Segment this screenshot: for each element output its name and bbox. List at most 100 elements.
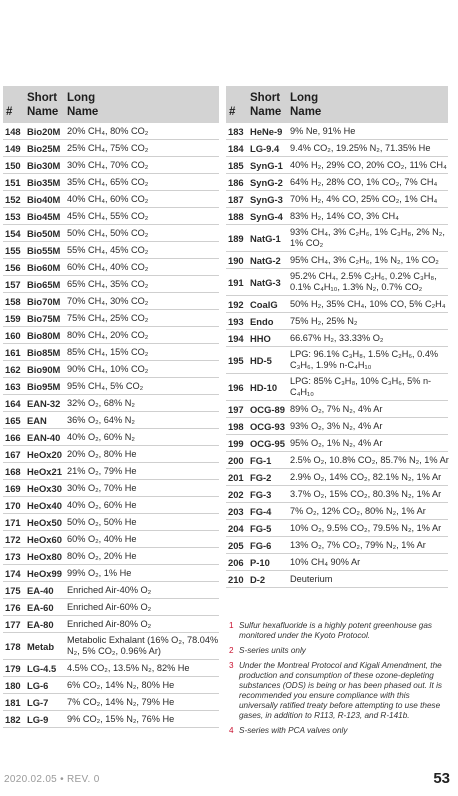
gas-number: 150 bbox=[3, 156, 27, 174]
table-row: 202 FG-3 3.7% O₂, 15% CO₂, 80.3% N₂, 1% Ar bbox=[226, 485, 448, 503]
gas-short-name: Bio55M bbox=[27, 241, 67, 259]
gas-short-name: NatG-3 bbox=[250, 268, 290, 296]
table-row: 182 LG-9 9% CO₂, 15% N₂, 76% He bbox=[3, 710, 219, 728]
gas-short-name: HeNe-9 bbox=[250, 123, 290, 140]
gas-long-name: 9.4% CO₂, 19.25% N₂, 71.35% He bbox=[290, 139, 448, 157]
gas-long-name: 9% Ne, 91% He bbox=[290, 123, 448, 140]
gas-short-name: Bio70M bbox=[27, 292, 67, 310]
table-row: 160 Bio80M 80% CH₄, 20% CO₂ bbox=[3, 326, 219, 344]
gas-long-name: LPG: 96.1% C₃H₈, 1.5% C₂H₆, 0.4% C₃H₆, 1… bbox=[290, 346, 448, 374]
table-row: 149 Bio25M 25% CH₄, 75% CO₂ bbox=[3, 139, 219, 157]
gas-long-name: 99% O₂, 1% He bbox=[67, 564, 219, 582]
gas-number: 165 bbox=[3, 411, 27, 429]
gas-long-name: 50% H₂, 35% CH₄, 10% CO, 5% C₂H₄ bbox=[290, 295, 448, 313]
gas-long-name: 89% O₂, 7% N₂, 4% Ar bbox=[290, 400, 448, 418]
table-row: 205 FG-6 13% O₂, 7% CO₂, 79% N₂, 1% Ar bbox=[226, 536, 448, 554]
gas-short-name: HD-10 bbox=[250, 373, 290, 401]
gas-short-name: HD-5 bbox=[250, 346, 290, 374]
table-row: 167 HeOx20 20% O₂, 80% He bbox=[3, 445, 219, 463]
gas-short-name: P-10 bbox=[250, 553, 290, 571]
gas-number: 200 bbox=[226, 451, 250, 469]
gas-short-name: HeOx21 bbox=[27, 462, 67, 480]
table-row: 196 HD-10 LPG: 85% C₃H₈, 10% C₃H₆, 5% n-C₄… bbox=[226, 373, 448, 401]
gas-number: 199 bbox=[226, 434, 250, 452]
header-long-name: Long Name bbox=[67, 86, 219, 123]
header-number: # bbox=[3, 86, 27, 123]
gas-long-name: 36% O₂, 64% N₂ bbox=[67, 411, 219, 429]
table-row: 176 EA-60 Enriched Air-60% O₂ bbox=[3, 598, 219, 616]
table-row: 210 D-2 Deuterium bbox=[226, 570, 448, 588]
gas-number: 187 bbox=[226, 190, 250, 208]
footnote-number: 4 bbox=[229, 726, 234, 735]
gas-number: 180 bbox=[3, 676, 27, 694]
gas-short-name: D-2 bbox=[250, 570, 290, 588]
right-gas-table: # Short Name Long Name 183 HeNe-9 9% Ne, 91%… bbox=[226, 86, 449, 588]
table-row: 192 CoalG 50% H₂, 35% CH₄, 10% CO, 5% C₂H₄ bbox=[226, 295, 448, 313]
gas-short-name: EAN-40 bbox=[27, 428, 67, 446]
gas-long-name: 3.7% O₂, 15% CO₂, 80.3% N₂, 1% Ar bbox=[290, 485, 448, 503]
gas-long-name: 40% H₂, 29% CO, 20% CO₂, 11% CH₄ bbox=[290, 156, 448, 174]
gas-number: 185 bbox=[226, 156, 250, 174]
gas-number: 197 bbox=[226, 400, 250, 418]
table-row: 150 Bio30M 30% CH₄, 70% CO₂ bbox=[3, 156, 219, 174]
gas-long-name: 66.67% H₂, 33.33% O₂ bbox=[290, 329, 448, 347]
table-row: 159 Bio75M 75% CH₄, 25% CO₂ bbox=[3, 309, 219, 327]
table-row: 191 NatG-3 95.2% CH₄, 2.5% C₂H₆, 0.2% C₃H₈… bbox=[226, 268, 448, 296]
table-row: 168 HeOx21 21% O₂, 79% He bbox=[3, 462, 219, 480]
gas-number: 166 bbox=[3, 428, 27, 446]
table-row: 173 HeOx80 80% O₂, 20% He bbox=[3, 547, 219, 565]
table-row: 169 HeOx30 30% O₂, 70% He bbox=[3, 479, 219, 497]
gas-short-name: Bio35M bbox=[27, 173, 67, 191]
gas-short-name: FG-3 bbox=[250, 485, 290, 503]
gas-long-name: 40% CH₄, 60% CO₂ bbox=[67, 190, 219, 208]
gas-short-name: HeOx30 bbox=[27, 479, 67, 497]
gas-short-name: OCG-89 bbox=[250, 400, 290, 418]
table-row: 179 LG-4.5 4.5% CO₂, 13.5% N₂, 82% He bbox=[3, 659, 219, 677]
date-revision: 2020.02.05 • REV. 0 bbox=[4, 774, 100, 785]
page-number: 53 bbox=[433, 770, 450, 787]
gas-short-name: EAN bbox=[27, 411, 67, 429]
table-row: 171 HeOx50 50% O₂, 50% He bbox=[3, 513, 219, 531]
gas-number: 193 bbox=[226, 312, 250, 330]
gas-number: 170 bbox=[3, 496, 27, 514]
gas-short-name: Bio20M bbox=[27, 123, 67, 140]
table-row: 183 HeNe-9 9% Ne, 91% He bbox=[226, 123, 448, 140]
footnote-text: S-series with PCA valves only bbox=[239, 726, 348, 735]
gas-short-name: NatG-2 bbox=[250, 251, 290, 269]
table-row: 187 SynG-3 70% H₂, 4% CO, 25% CO₂, 1% CH₄ bbox=[226, 190, 448, 208]
gas-number: 162 bbox=[3, 360, 27, 378]
table-row: 180 LG-6 6% CO₂, 14% N₂, 80% He bbox=[3, 676, 219, 694]
gas-long-name: 83% H₂, 14% CO, 3% CH₄ bbox=[290, 207, 448, 225]
table-row: 164 EAN-32 32% O₂, 68% N₂ bbox=[3, 394, 219, 412]
table-row: 190 NatG-2 95% CH₄, 3% C₂H₆, 1% N₂, 1% CO₂ bbox=[226, 251, 448, 269]
gas-short-name: Bio75M bbox=[27, 309, 67, 327]
gas-number: 191 bbox=[226, 268, 250, 296]
gas-long-name: 35% CH₄, 65% CO₂ bbox=[67, 173, 219, 191]
gas-short-name: Metab bbox=[27, 632, 67, 660]
gas-number: 189 bbox=[226, 224, 250, 252]
gas-short-name: LG-9 bbox=[27, 710, 67, 728]
gas-short-name: Endo bbox=[250, 312, 290, 330]
table-row: 170 HeOx40 40% O₂, 60% He bbox=[3, 496, 219, 514]
table-row: 177 EA-80 Enriched Air-80% O₂ bbox=[3, 615, 219, 633]
gas-short-name: Bio85M bbox=[27, 343, 67, 361]
gas-short-name: HeOx40 bbox=[27, 496, 67, 514]
gas-number: 182 bbox=[3, 710, 27, 728]
gas-number: 164 bbox=[3, 394, 27, 412]
table-row: 185 SynG-1 40% H₂, 29% CO, 20% CO₂, 11% CH… bbox=[226, 156, 448, 174]
gas-number: 153 bbox=[3, 207, 27, 225]
table-row: 188 SynG-4 83% H₂, 14% CO, 3% CH₄ bbox=[226, 207, 448, 225]
gas-short-name: EA-40 bbox=[27, 581, 67, 599]
gas-long-name: 95% CH₄, 3% C₂H₆, 1% N₂, 1% CO₂ bbox=[290, 251, 448, 269]
gas-number: 186 bbox=[226, 173, 250, 191]
table-row: 195 HD-5 LPG: 96.1% C₃H₈, 1.5% C₂H₆, 0.4% … bbox=[226, 346, 448, 374]
gas-long-name: 25% CH₄, 75% CO₂ bbox=[67, 139, 219, 157]
gas-short-name: Bio65M bbox=[27, 275, 67, 293]
gas-long-name: 10% CH₄ 90% Ar bbox=[290, 553, 448, 571]
gas-long-name: 10% O₂, 9.5% CO₂, 79.5% N₂, 1% Ar bbox=[290, 519, 448, 537]
table-header: # Short Name Long Name bbox=[3, 86, 219, 123]
table-row: 200 FG-1 2.5% O₂, 10.8% CO₂, 85.7% N₂, 1% … bbox=[226, 451, 449, 469]
gas-short-name: Bio60M bbox=[27, 258, 67, 276]
gas-number: 154 bbox=[3, 224, 27, 242]
footnote: 4 S-series with PCA valves only bbox=[229, 726, 447, 736]
